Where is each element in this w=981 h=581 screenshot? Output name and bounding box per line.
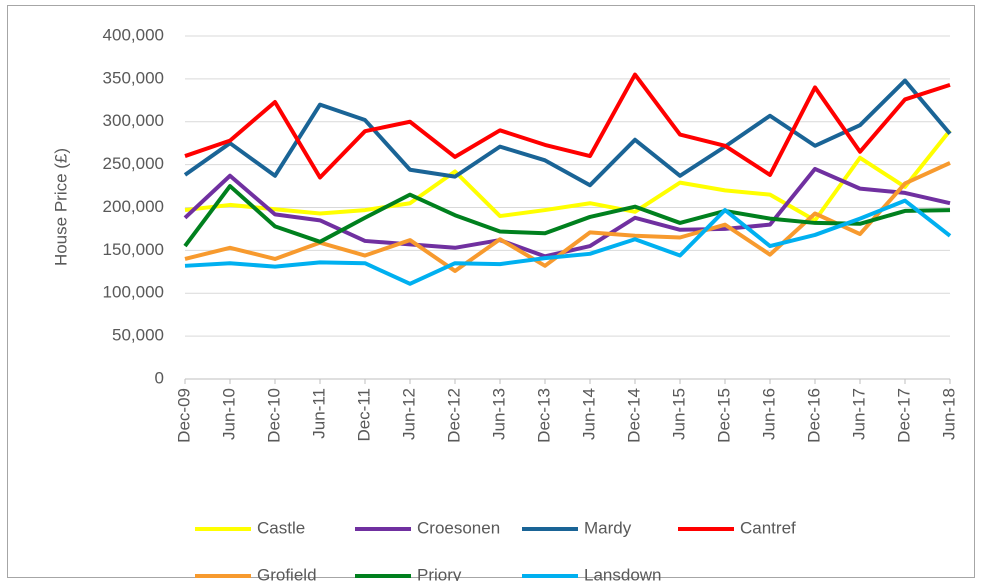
x-tick-label: Dec-10 [264, 388, 283, 443]
y-tick-label: 0 [155, 368, 164, 387]
y-tick-label: 100,000 [103, 283, 164, 302]
legend-label: Grofield [257, 565, 317, 581]
x-tick-label: Dec-11 [354, 388, 373, 442]
legend-label: Lansdown [584, 565, 662, 581]
y-tick-label: 250,000 [103, 154, 164, 173]
x-tick-label: Dec-09 [174, 388, 193, 443]
y-axis-label: House Price (£) [51, 148, 70, 266]
x-tick-label: Dec-17 [894, 388, 913, 443]
legend-label: Castle [257, 518, 305, 537]
x-tick-label: Jun-15 [669, 388, 688, 440]
x-tick-label: Dec-14 [624, 388, 643, 443]
legend-label: Croesonen [417, 518, 500, 537]
series-line [183, 184, 951, 248]
x-tick-label: Jun-13 [489, 388, 508, 440]
legend-label: Priory [417, 565, 462, 581]
x-tick-label: Jun-10 [219, 388, 238, 440]
y-tick-label: 350,000 [103, 68, 164, 87]
x-tick-label: Jun-18 [939, 388, 958, 440]
legend-label: Mardy [584, 518, 632, 537]
series-line [184, 129, 952, 223]
x-tick-label: Jun-12 [399, 388, 418, 440]
y-tick-label: 50,000 [112, 326, 164, 345]
x-tick-label: Dec-16 [804, 388, 823, 443]
legend-label: Cantref [740, 518, 796, 537]
x-tick-label: Jun-17 [849, 388, 868, 440]
series-line [184, 72, 951, 180]
y-tick-label: 400,000 [103, 25, 164, 44]
series-line [183, 78, 952, 188]
y-tick-label: 200,000 [103, 197, 164, 216]
x-tick-label: Dec-12 [444, 388, 463, 443]
series-line [184, 161, 951, 273]
y-tick-label: 150,000 [103, 240, 164, 259]
series-line [184, 198, 952, 286]
x-tick-label: Jun-16 [759, 388, 778, 440]
chart-frame [7, 5, 975, 578]
x-tick-label: Dec-13 [534, 388, 553, 443]
x-tick-label: Jun-11 [309, 388, 328, 439]
x-tick-label: Dec-15 [714, 388, 733, 443]
x-tick-label: Jun-14 [579, 388, 598, 440]
y-tick-label: 300,000 [103, 111, 164, 130]
